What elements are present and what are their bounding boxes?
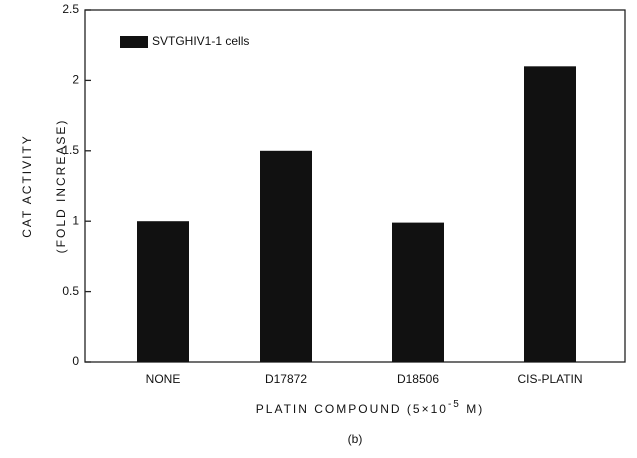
y-tick-label: 1.5: [62, 143, 79, 157]
bar: [260, 150, 312, 362]
x-tick-label: CIS-PLATIN: [517, 372, 582, 386]
y-tick-label: 0.5: [62, 284, 79, 298]
caption: (b): [348, 432, 363, 446]
y-tick-label: 2.5: [62, 2, 79, 16]
x-tick-label: NONE: [146, 372, 181, 386]
plot-frame: [84, 9, 626, 363]
bar: [137, 221, 189, 362]
y-tick-label: 0: [72, 354, 79, 368]
x-axis-label-exponent: -5: [448, 399, 461, 410]
y-axis-label: (FOLD INCREASE): [54, 119, 68, 254]
legend-swatch: [120, 36, 148, 48]
legend-label: SVTGHIV1-1 cells: [152, 34, 249, 48]
y-tick-label: 2: [72, 73, 79, 87]
x-tick-label: D17872: [265, 372, 307, 386]
bar: [392, 222, 444, 362]
y-axis-label: CAT ACTIVITY: [20, 134, 34, 238]
x-axis-label: PLATIN COMPOUND (5×10-5 M): [256, 399, 484, 417]
x-axis-label-main: PLATIN COMPOUND (5×10: [256, 402, 448, 416]
x-tick-label: D18506: [397, 372, 439, 386]
y-tick-label: 1: [72, 213, 79, 227]
x-axis-label-end: M): [461, 402, 484, 416]
bar: [524, 66, 576, 362]
